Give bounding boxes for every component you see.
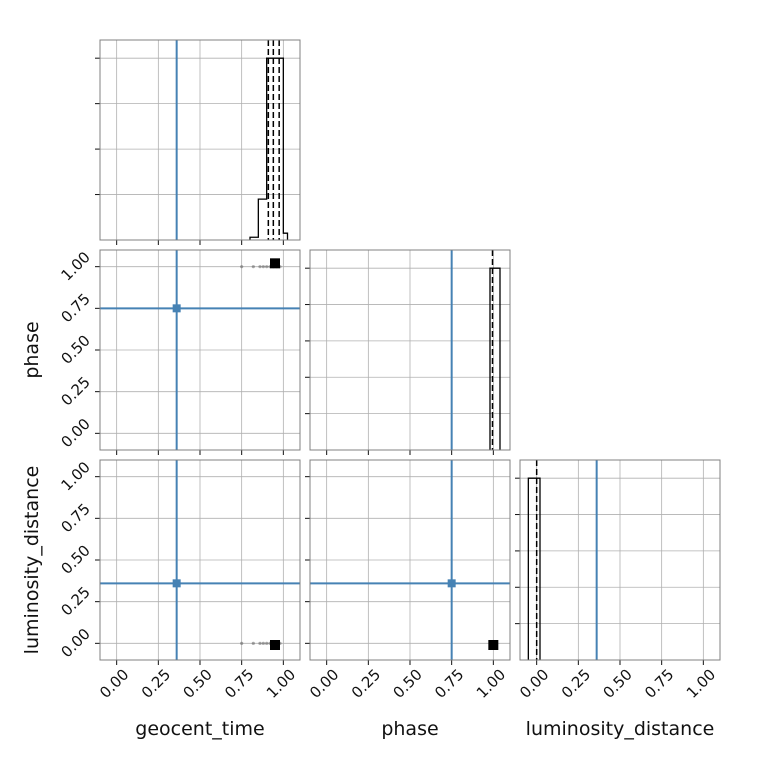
panel-frame: [309, 249, 511, 451]
panel-phase-vs-luminosity_distance: 0.00 0.25 0.50 0.75 1.00: [305, 459, 511, 702]
y-tick-label: 0.50: [57, 541, 93, 577]
panel-content: [310, 250, 510, 450]
x-tick-label: 0.75: [221, 665, 257, 701]
sample-point: [261, 265, 265, 269]
x-tick-label: 0.25: [348, 665, 384, 701]
sample-point: [240, 265, 244, 269]
y-tick-label: 0.25: [57, 583, 93, 619]
x-axis-label-geocent_time: geocent_time: [135, 718, 264, 740]
density-peak: [270, 640, 280, 650]
x-tick-label: 0.00: [516, 665, 552, 701]
panel-frame: [99, 459, 301, 661]
x-axis-label-phase: phase: [381, 718, 438, 740]
panel-geocent_time-vs-luminosity_distance: 0.000.250.500.751.000.00 0.25 0.50 0.75 1.00: [57, 458, 301, 702]
histogram-luminosity_distance: [527, 477, 541, 660]
sample-point: [258, 265, 262, 269]
x-tick-label: 0.75: [641, 665, 677, 701]
x-axis-label-luminosity_distance: luminosity_distance: [526, 718, 715, 740]
x-tick-label: 0.25: [138, 665, 174, 701]
sample-point: [261, 641, 265, 645]
x-tick-label: 0.75: [431, 665, 467, 701]
panel-content: [100, 40, 300, 240]
y-tick-label: 0.00: [57, 625, 93, 661]
sample-point: [265, 265, 269, 269]
x-tick-label: 0.25: [558, 665, 594, 701]
sample-point: [240, 641, 244, 645]
x-tick-label: 1.00: [473, 665, 509, 701]
panel-frame: [99, 249, 301, 451]
panel-content: [520, 460, 720, 660]
x-tick-label: 0.50: [599, 665, 635, 701]
y-tick-label: 0.50: [57, 331, 93, 367]
panel-content: [100, 250, 300, 450]
panel-geocent_time: [95, 39, 301, 245]
y-tick-label: 1.00: [57, 458, 93, 494]
x-tick-label: 0.50: [179, 665, 215, 701]
density-peak: [270, 258, 280, 269]
x-tick-label: 1.00: [263, 665, 299, 701]
y-tick-label: 1.00: [57, 248, 93, 284]
sample-point: [251, 265, 255, 269]
y-tick-label: 0.75: [57, 290, 93, 326]
truth-marker: [447, 579, 456, 588]
panel-phase: [305, 249, 511, 455]
panel-content: [100, 460, 300, 660]
panel-geocent_time-vs-phase: 0.00 0.25 0.50 0.75 1.00: [57, 248, 301, 455]
sample-point: [258, 641, 262, 645]
panel-frame: [309, 459, 511, 661]
y-tick-label: 0.00: [57, 415, 93, 451]
y-tick-label: 0.75: [57, 500, 93, 536]
x-tick-label: 1.00: [683, 665, 719, 701]
sample-point: [265, 641, 269, 645]
y-axis-label-luminosity_distance: luminosity_distance: [21, 466, 43, 655]
truth-marker: [172, 304, 181, 313]
x-tick-label: 0.50: [389, 665, 425, 701]
x-tick-label: 0.00: [96, 665, 132, 701]
truth-marker: [172, 579, 181, 588]
histogram-phase: [489, 267, 501, 450]
panel-luminosity_distance: 0.00 0.25 0.50 0.75 1.00: [515, 459, 721, 702]
panel-frame: [519, 459, 721, 661]
y-axis-label-phase: phase: [21, 321, 43, 378]
sample-point: [251, 641, 255, 645]
panel-frame: [99, 39, 301, 241]
density-peak: [488, 640, 499, 650]
histogram-geocent_time: [249, 57, 289, 240]
y-tick-label: 0.25: [57, 373, 93, 409]
panel-content: [310, 460, 510, 660]
x-tick-label: 0.00: [306, 665, 342, 701]
